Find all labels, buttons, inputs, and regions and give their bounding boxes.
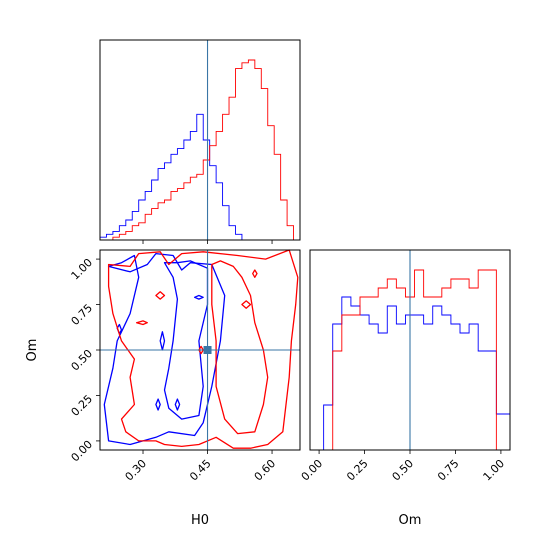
contour-series-a-5 — [174, 398, 181, 411]
h0-histogram-ticks — [142, 240, 273, 244]
contour-series-b-4 — [155, 291, 166, 300]
om-x-ticks: 0.00 0.25 0.50 0.75 1.00 — [299, 450, 507, 483]
om-histogram-panel: 0.00 0.25 0.50 0.75 1.00 — [299, 249, 511, 483]
om-y-tick-label: 0.75 — [69, 301, 96, 328]
om-x-tick-label: 0.50 — [390, 457, 417, 484]
joint-x-ticks: 0.30 0.45 0.60 — [123, 450, 279, 484]
om-x-tick-label: 1.00 — [481, 457, 508, 484]
contour-series-b-2 — [211, 260, 269, 435]
h0-x-tick-label: 0.60 — [252, 457, 279, 484]
h0-x-tick-label: 0.30 — [123, 457, 150, 484]
om-axis-label: Om — [399, 513, 422, 528]
contour-series-a-1 — [103, 252, 226, 446]
contour-series-b-1 — [107, 249, 299, 449]
om-y-axis-label: Om — [25, 339, 40, 362]
contour-series-a-4 — [159, 331, 166, 351]
om-x-tick-label: 0.25 — [344, 457, 371, 484]
contour-series-b-6 — [252, 269, 258, 278]
h0-histogram-frame — [99, 39, 301, 241]
om-y-tick-label: 0.25 — [69, 392, 96, 419]
contour-series-b-5 — [241, 300, 252, 309]
h0-histogram-series — [99, 59, 300, 241]
h0-x-tick-label: 0.45 — [187, 457, 214, 484]
om-x-tick-label: 0.00 — [299, 457, 326, 484]
om-y-tick-label: 1.00 — [69, 256, 96, 283]
contour-series-a-2 — [163, 260, 209, 420]
contour-series-a-6 — [155, 398, 161, 411]
joint-y-ticks: 0.00 0.25 0.50 0.75 1.00 — [69, 256, 100, 464]
contour-series-b-3 — [135, 320, 148, 326]
truth-point-marker — [203, 346, 212, 354]
h0-histogram-series-2 — [100, 59, 300, 241]
h0-histogram-series-1 — [99, 113, 300, 241]
h0-histogram-panel — [99, 39, 301, 244]
om-y-tick-label: 0.00 — [69, 438, 96, 465]
contour-series-a-7 — [193, 294, 204, 300]
om-histogram-series-1 — [310, 296, 511, 451]
h0-axis-label: H0 — [191, 513, 209, 528]
joint-contours — [103, 249, 299, 449]
joint-contour-panel: 0.30 0.45 0.60 0.00 0.25 0.50 0.75 1.00 — [69, 249, 301, 484]
om-x-tick-label: 0.75 — [435, 457, 462, 484]
om-y-tick-label: 0.50 — [69, 347, 96, 374]
